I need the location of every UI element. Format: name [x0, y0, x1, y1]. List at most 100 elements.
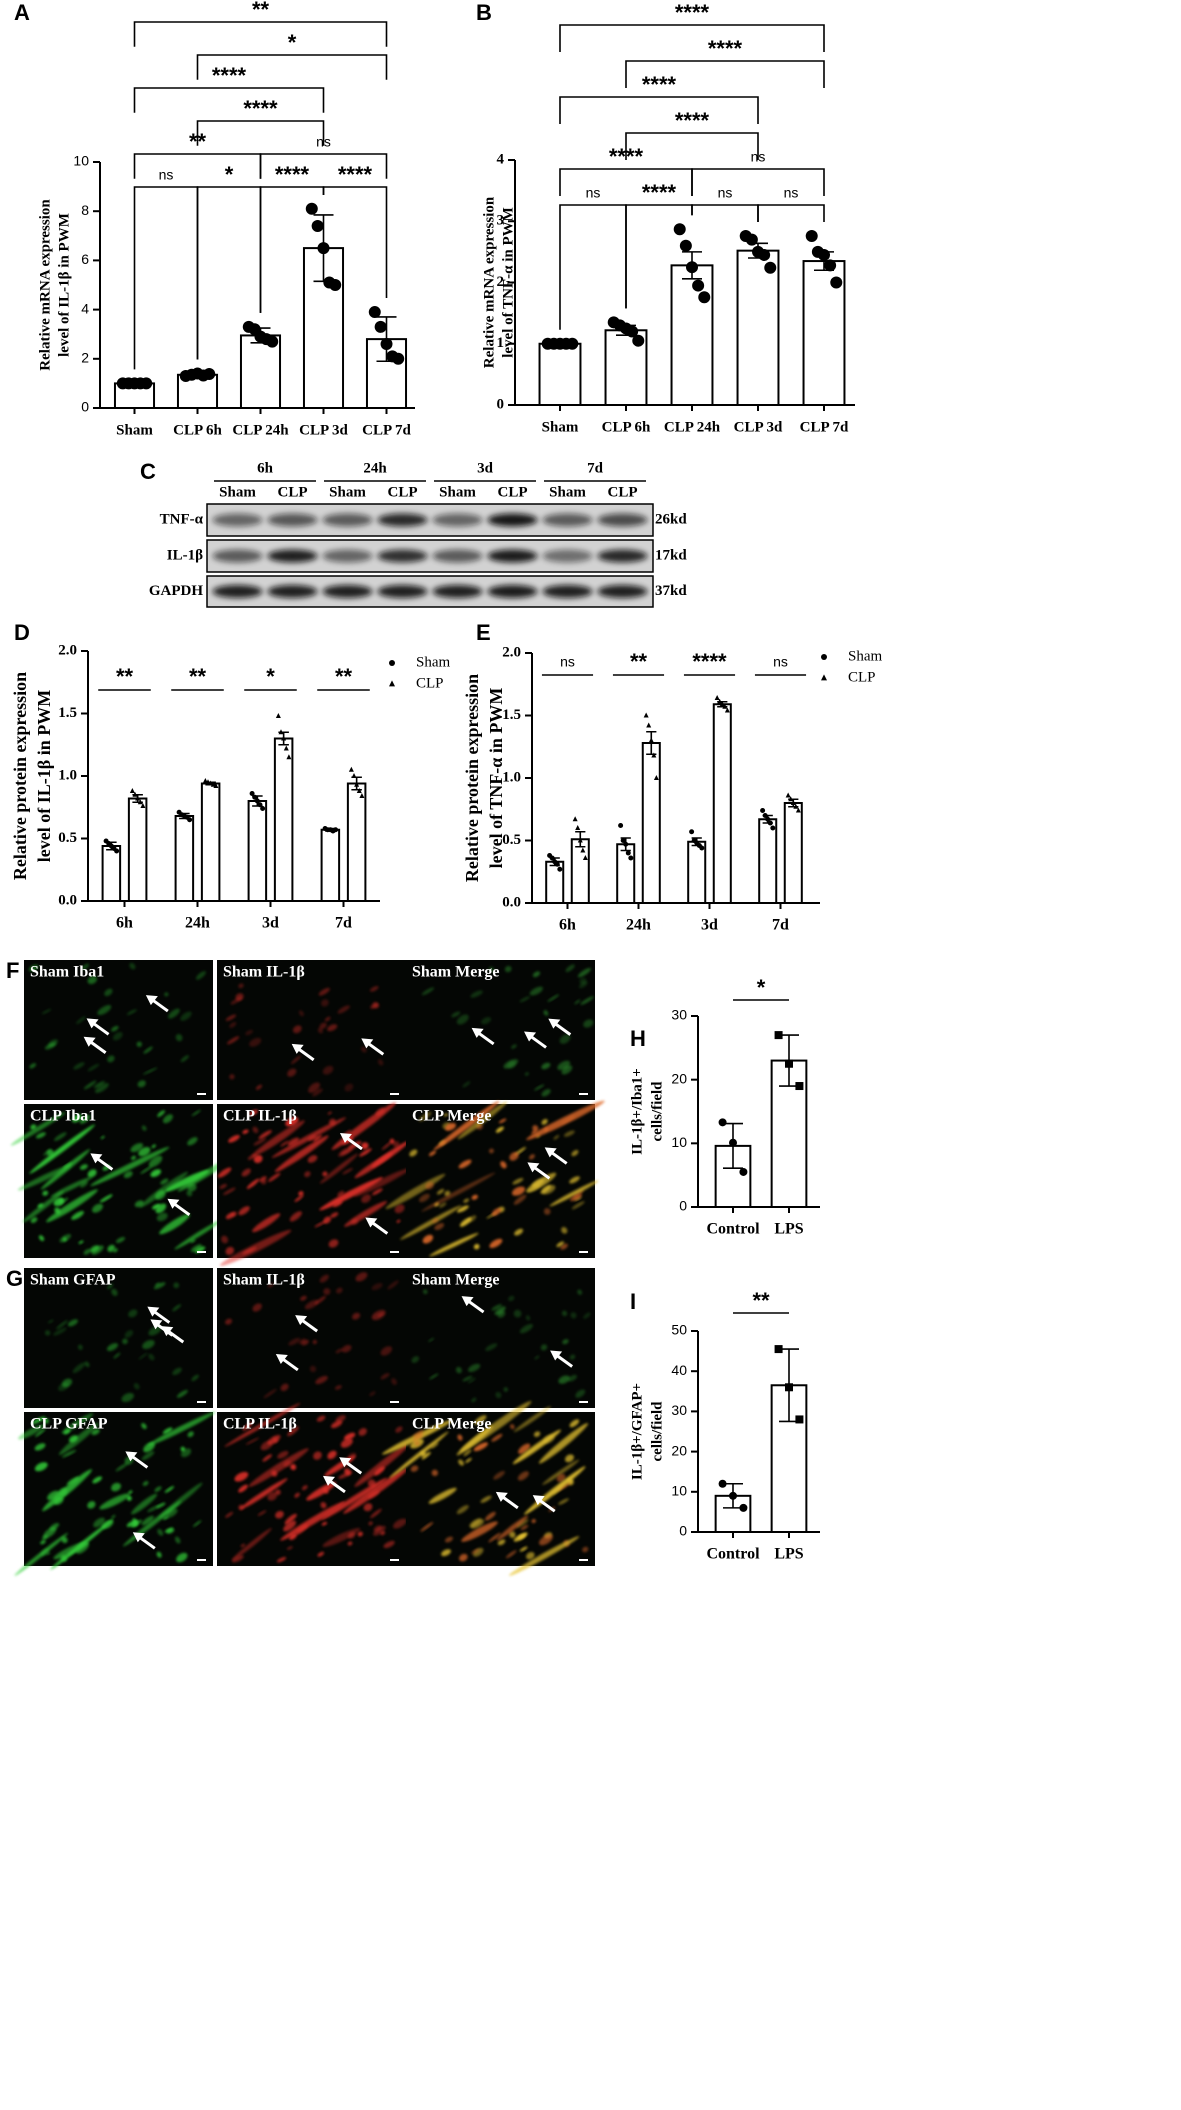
cell-signal	[420, 1451, 427, 1457]
cell-signal	[347, 1541, 353, 1546]
cell-signal	[519, 1323, 533, 1334]
data-point	[648, 737, 654, 743]
arrowhead	[471, 1027, 484, 1038]
cell-signal	[520, 1524, 529, 1531]
cell-signal	[471, 1194, 478, 1200]
cell-signal	[168, 1008, 180, 1019]
significance-label: *	[266, 664, 275, 689]
micrograph-label: Sham GFAP	[30, 1272, 116, 1289]
cell-signal	[393, 1141, 400, 1148]
cell-signal	[320, 999, 329, 1007]
lane-label: CLP	[388, 484, 418, 500]
data-point	[254, 798, 260, 804]
cell-signal	[419, 1193, 430, 1203]
data-point	[359, 793, 365, 798]
data-point	[729, 1138, 737, 1147]
cell-signal	[561, 1310, 568, 1317]
cell-signal	[319, 1274, 329, 1283]
blot-band	[322, 513, 373, 527]
cell-signal	[138, 1146, 151, 1157]
x-tick-label: CLP 6h	[602, 419, 651, 435]
cell-signal	[298, 1191, 304, 1196]
cell-signal	[48, 1039, 58, 1047]
cell-signal	[462, 1081, 471, 1088]
bar	[783, 802, 803, 904]
cell-signal	[363, 1503, 373, 1512]
blot-band	[377, 513, 428, 527]
cell-signal	[337, 1005, 350, 1014]
cell-signal	[258, 1130, 272, 1140]
data-point	[626, 325, 639, 338]
cell-signal	[229, 1074, 235, 1080]
cell-signal	[58, 1422, 99, 1456]
data-point	[805, 229, 818, 242]
significance-label: **	[335, 664, 353, 689]
cell-signal	[224, 1318, 233, 1325]
cell-signal	[162, 1114, 173, 1124]
cell-signal	[541, 1088, 551, 1097]
cell-signal	[277, 1450, 289, 1459]
significance-label: ns	[718, 185, 733, 201]
data-point	[266, 335, 279, 348]
cell-signal	[374, 1466, 385, 1476]
cell-signal	[556, 1473, 566, 1483]
cell-signal	[380, 1531, 386, 1536]
data-point	[651, 752, 657, 758]
cell-signal	[312, 1088, 323, 1097]
cell-signal	[89, 1245, 100, 1253]
cell-signal	[174, 1536, 181, 1544]
cell-signal	[180, 1446, 186, 1452]
cell-signal	[473, 1442, 488, 1452]
cell-signal	[567, 1374, 578, 1382]
cell-signal	[319, 1177, 383, 1211]
cell-signal	[83, 1080, 97, 1090]
data-point	[135, 795, 141, 801]
arrowhead	[145, 995, 158, 1006]
cell-signal	[322, 1171, 328, 1177]
cell-signal	[35, 1132, 46, 1139]
cell-signal	[301, 1485, 308, 1491]
cell-signal	[410, 1465, 419, 1472]
cell-signal	[578, 981, 588, 989]
data-point	[140, 803, 146, 808]
data-point	[625, 850, 631, 856]
bar	[670, 264, 714, 406]
cell-signal	[106, 1343, 118, 1352]
data-point	[767, 820, 773, 826]
cell-signal	[47, 1490, 60, 1501]
y-tick-label: 30	[671, 1402, 687, 1418]
cell-signal	[138, 1352, 148, 1360]
cell-signal	[141, 1515, 154, 1526]
data-point	[354, 781, 360, 787]
cell-signal	[228, 1135, 240, 1143]
cell-signal	[373, 1525, 386, 1536]
data-point	[770, 825, 776, 831]
cell-signal	[324, 1016, 331, 1022]
bar	[200, 782, 221, 902]
cell-signal	[63, 1429, 71, 1435]
cell-signal	[327, 1024, 338, 1032]
cell-signal	[44, 1330, 51, 1336]
significance-bracket	[196, 120, 325, 146]
y-tick-label: 0.5	[502, 832, 521, 848]
y-axis-label: Relative protein expression	[10, 672, 30, 880]
cell-signal	[467, 1377, 476, 1384]
significance-label: ****	[692, 649, 727, 674]
cell-signal	[358, 1428, 367, 1436]
cell-signal	[157, 1110, 166, 1117]
data-point	[818, 248, 830, 261]
cell-signal	[111, 1288, 118, 1297]
y-tick-label: 0.5	[58, 830, 77, 846]
cell-signal	[543, 1010, 549, 1016]
data-point	[698, 291, 711, 304]
micrograph	[406, 960, 595, 1100]
data-point	[554, 861, 560, 867]
blot-band	[212, 513, 263, 527]
cell-signal	[186, 1190, 193, 1197]
cell-signal	[104, 988, 113, 997]
cell-signal	[344, 1468, 351, 1476]
cell-signal	[519, 1546, 528, 1552]
y-axis-label: cells/field	[649, 1401, 665, 1462]
data-point	[114, 848, 120, 854]
cell-signal	[131, 1155, 136, 1161]
